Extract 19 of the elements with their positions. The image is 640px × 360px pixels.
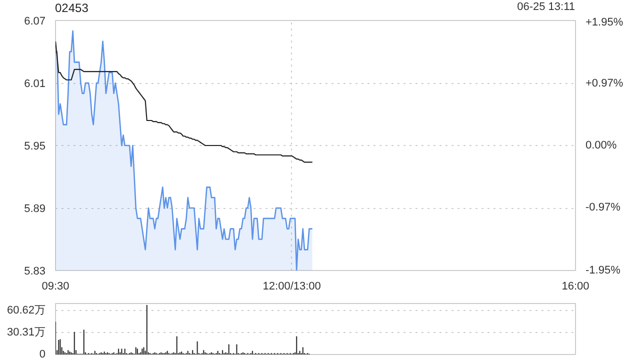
text: 06-25 13:11 (517, 0, 575, 15)
y2-tick-label: -0.97% (586, 202, 621, 214)
y2-tick-label: 0.00% (586, 140, 617, 152)
y-tick-label: 6.07 (24, 16, 46, 28)
y-tick-label: 5.83 (24, 266, 46, 278)
line-series (56, 40, 313, 163)
y-tick-label: 60.62万 (6, 304, 46, 316)
y2-tick-label: -1.95% (586, 264, 621, 276)
y2-tick-label: +1.95% (586, 16, 624, 28)
x-tick-label: 16:00 (562, 280, 590, 292)
y-tick-label: 5.95 (24, 140, 46, 152)
y-tick-label: 5.89 (24, 203, 46, 215)
x-tick-label: 12:00/13:00 (262, 280, 321, 292)
y-tick-label: 30.31万 (6, 326, 46, 338)
chart-title: 02453 (55, 0, 88, 17)
x-tick-label: 09:30 (42, 280, 70, 292)
y-tick-label: 6.01 (24, 78, 46, 90)
y-tick-label: 0 (39, 348, 46, 360)
y2-tick-label: +0.97% (586, 77, 624, 90)
